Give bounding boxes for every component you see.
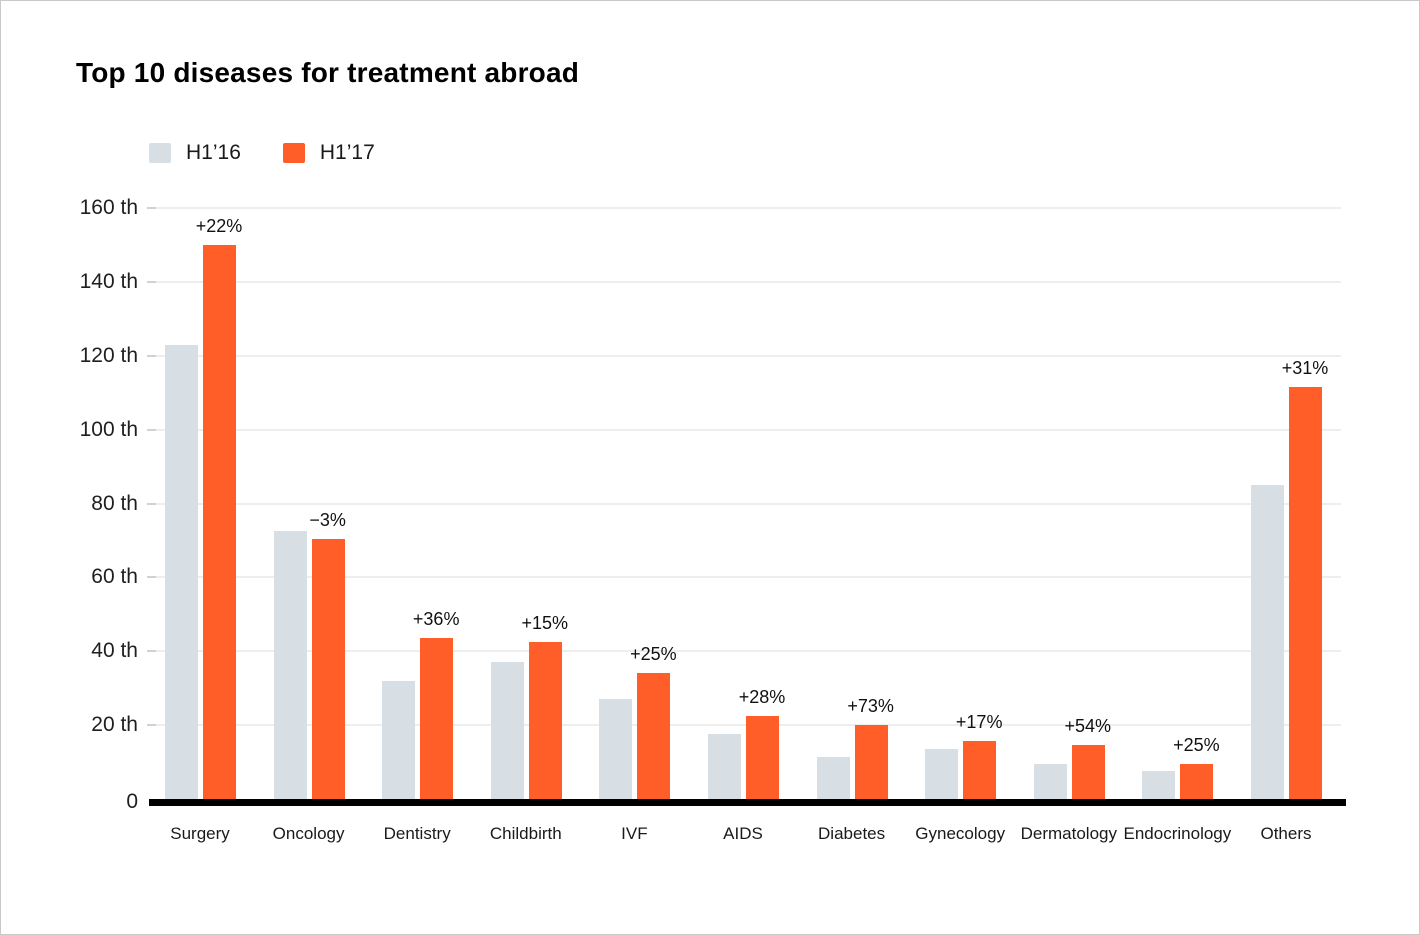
bar-h1-16-aids	[708, 734, 741, 799]
chart-title: Top 10 diseases for treatment abroad	[76, 57, 580, 88]
x-axis-line	[149, 799, 1346, 806]
bar-h1-17-ivf	[637, 673, 671, 799]
change-label-ivf: +25%	[630, 644, 677, 665]
change-label-dermatology: +54%	[1064, 716, 1112, 737]
gridline	[151, 502, 1341, 505]
change-label-endocrinology: +25%	[1173, 735, 1220, 756]
bar-h1-16-endocrinology	[1142, 771, 1176, 799]
legend: H1’16 H1’17	[149, 141, 375, 165]
gridline	[151, 428, 1341, 431]
y-tick	[147, 280, 156, 283]
y-tick-label: 140 th	[79, 269, 138, 293]
y-tick	[147, 428, 156, 431]
gridline	[151, 576, 1341, 579]
bar-h1-17-dentistry	[420, 638, 454, 799]
bar-h1-16-others	[1251, 485, 1284, 799]
change-label-oncology: −3%	[309, 509, 346, 530]
bar-h1-17-aids	[746, 715, 779, 799]
gridline	[151, 354, 1341, 357]
bar-h1-17-dermatology	[1071, 745, 1105, 799]
bar-h1-17-oncology	[311, 538, 345, 799]
y-tick-label: 100 th	[79, 417, 138, 441]
category-label-diabetes: Diabetes	[818, 824, 886, 843]
bar-h1-17-childbirth	[528, 642, 562, 799]
change-label-surgery: +22%	[195, 215, 243, 236]
legend-label: H1’17	[319, 141, 375, 164]
legend-item-h1-16: H1’16	[149, 141, 241, 165]
bar-h1-17-endocrinology	[1180, 764, 1214, 799]
change-label-gynecology: +17%	[955, 711, 1003, 732]
gridline	[151, 280, 1341, 283]
category-label-gynecology: Gynecology	[915, 824, 1006, 843]
category-label-surgery: Surgery	[170, 824, 230, 843]
bar-h1-16-childbirth	[490, 662, 524, 799]
y-tick-label: 120 th	[79, 343, 138, 367]
legend-swatch-h1-16	[149, 143, 171, 163]
bar-h1-17-surgery	[203, 244, 236, 799]
y-tick-label: 40 th	[91, 639, 138, 663]
category-label-others: Others	[1260, 824, 1312, 843]
change-label-aids: +28%	[738, 686, 786, 707]
bar-h1-16-surgery	[165, 344, 198, 799]
change-label-diabetes: +73%	[847, 696, 894, 717]
legend-item-h1-17: H1’17	[282, 141, 375, 165]
category-label-ivf: IVF	[621, 824, 648, 843]
bar-h1-17-gynecology	[963, 740, 997, 799]
y-tick-label: 0	[126, 790, 138, 813]
gridline	[151, 650, 1341, 653]
category-label-childbirth: Childbirth	[489, 824, 562, 843]
change-label-childbirth: +15%	[521, 613, 569, 634]
bar-h1-16-ivf	[599, 699, 633, 799]
y-tick	[147, 502, 156, 505]
gridline	[151, 207, 1341, 209]
category-label-dentistry: Dentistry	[383, 824, 451, 843]
y-tick	[147, 207, 156, 209]
change-label-others: +31%	[1281, 358, 1329, 379]
bar-h1-16-diabetes	[816, 756, 850, 799]
bar-h1-16-dermatology	[1033, 763, 1067, 799]
y-tick-label: 20 th	[91, 713, 138, 737]
bar-h1-17-others	[1289, 387, 1322, 799]
change-label-dentistry: +36%	[412, 609, 460, 630]
y-tick-label: 160 th	[79, 196, 138, 219]
category-label-endocrinology: Endocrinology	[1123, 824, 1232, 843]
y-tick	[147, 650, 156, 653]
legend-swatch-h1-17	[282, 143, 305, 163]
y-tick-label: 80 th	[91, 491, 138, 515]
bar-h1-17-diabetes	[854, 725, 888, 799]
category-label-dermatology: Dermatology	[1020, 824, 1117, 843]
bar-h1-16-oncology	[273, 531, 307, 799]
y-tick	[147, 354, 156, 357]
category-label-aids: AIDS	[723, 824, 763, 843]
bar-h1-16-dentistry	[382, 680, 416, 799]
y-tick-label: 60 th	[91, 565, 138, 589]
legend-label: H1’16	[186, 141, 241, 164]
y-tick	[147, 576, 156, 579]
bar-h1-16-gynecology	[925, 749, 959, 799]
category-label-oncology: Oncology	[272, 824, 345, 843]
y-tick	[147, 724, 156, 727]
